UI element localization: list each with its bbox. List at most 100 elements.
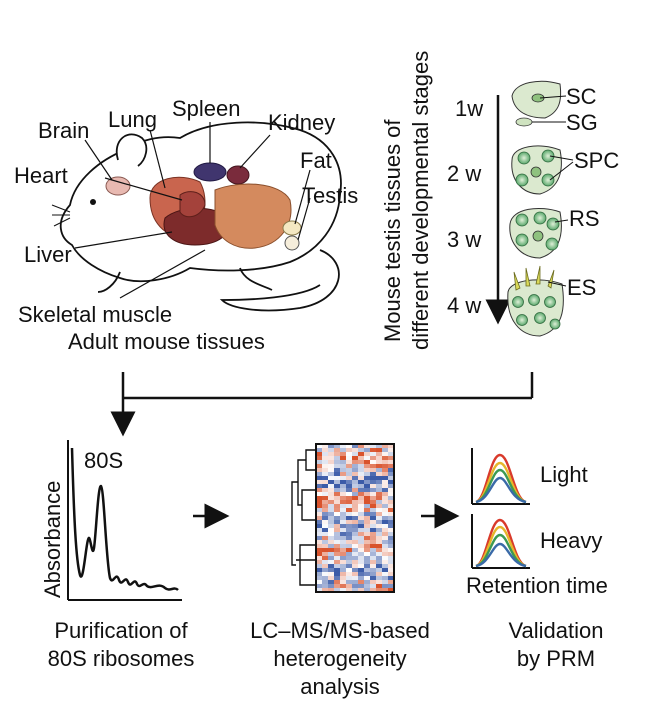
heatmap-cell (364, 512, 371, 517)
heatmap-cell (352, 444, 359, 449)
heatmap-cell (364, 448, 371, 453)
heatmap-cell (358, 472, 365, 477)
testis-panel: Mouse testis tissues of different develo… (380, 51, 619, 350)
heatmap-cell (370, 448, 377, 453)
step1-caption-line2: 80S ribosomes (48, 646, 195, 671)
tissue-3w (509, 207, 569, 259)
heatmap-cell (346, 528, 353, 533)
heatmap-cell (334, 448, 341, 453)
heatmap-cell (322, 516, 329, 521)
heatmap-cell (328, 472, 335, 477)
heatmap-cell (340, 476, 347, 481)
heatmap-cell (352, 524, 359, 529)
heatmap-cell (370, 568, 377, 573)
heatmap-cell (352, 568, 359, 573)
heatmap-cell (322, 568, 329, 573)
heatmap-cell (370, 576, 377, 581)
heatmap-cell (358, 504, 365, 509)
heatmap-cell (358, 456, 365, 461)
heatmap-cell (340, 464, 347, 469)
heatmap-cell (352, 476, 359, 481)
heatmap-cell (334, 496, 341, 501)
heatmap-cell (316, 532, 323, 537)
heatmap-cell (346, 460, 353, 465)
heatmap-cell (340, 500, 347, 505)
stage-label-2w: 2 w (447, 161, 481, 186)
heatmap-cell (328, 564, 335, 569)
label-lung: Lung (108, 107, 157, 132)
heatmap-cell (370, 484, 377, 489)
heatmap-cell (352, 488, 359, 493)
heatmap-cell (388, 476, 395, 481)
heatmap-cell (322, 588, 329, 593)
heatmap-cell (358, 532, 365, 537)
heatmap-cell (388, 456, 395, 461)
heatmap-cell (382, 520, 389, 525)
cell-label-es: ES (567, 275, 596, 300)
heatmap-cell (358, 448, 365, 453)
heatmap-cell (340, 528, 347, 533)
heatmap-cell (346, 496, 353, 501)
heatmap-cell (370, 516, 377, 521)
heatmap-cell (352, 564, 359, 569)
heatmap-cell (364, 492, 371, 497)
step3-caption-line2: by PRM (517, 646, 595, 671)
heatmap-cell (388, 508, 395, 513)
heatmap-cell (340, 580, 347, 585)
heatmap-cell (358, 464, 365, 469)
heatmap-cell (364, 588, 371, 593)
heatmap-cell (382, 512, 389, 517)
heatmap-cell (370, 556, 377, 561)
heatmap-cell (316, 584, 323, 589)
heatmap-cell (322, 584, 329, 589)
heatmap-cell (322, 556, 329, 561)
heatmap-cell (388, 580, 395, 585)
heatmap-cell (370, 488, 377, 493)
heatmap-cell (352, 548, 359, 553)
heatmap-cell (346, 560, 353, 565)
heatmap-cell (364, 504, 371, 509)
heatmap-cell (382, 556, 389, 561)
heatmap-cell (382, 484, 389, 489)
heatmap-cell (328, 488, 335, 493)
stage-label-3w: 3 w (447, 227, 481, 252)
heatmap-cell (352, 480, 359, 485)
brain-organ (105, 176, 131, 196)
step2-caption-line1: LC–MS/MS-based (250, 618, 430, 643)
heatmap-cell (364, 556, 371, 561)
heatmap-cell (322, 448, 329, 453)
heatmap-cell (376, 560, 383, 565)
heatmap-cell (340, 496, 347, 501)
heatmap-cell (358, 468, 365, 473)
heatmap-cell (334, 484, 341, 489)
heatmap-cell (316, 508, 323, 513)
heatmap-cell (322, 460, 329, 465)
heatmap-cell (388, 484, 395, 489)
heatmap-cell (316, 516, 323, 521)
heatmap-cell (388, 548, 395, 553)
cell-label-rs: RS (569, 206, 600, 231)
heatmap (291, 443, 395, 593)
heatmap-cell (322, 508, 329, 513)
heatmap-cell (370, 444, 377, 449)
heatmap-cell (316, 576, 323, 581)
heatmap-cell (334, 464, 341, 469)
heatmap-cell (370, 460, 377, 465)
heatmap-cell (382, 564, 389, 569)
heatmap-cell (346, 548, 353, 553)
heatmap-cell (346, 552, 353, 557)
heatmap-cell (382, 568, 389, 573)
heatmap-cell (364, 584, 371, 589)
heatmap-cell (316, 496, 323, 501)
heatmap-cell (370, 476, 377, 481)
heatmap-cell (346, 520, 353, 525)
heatmap-cell (316, 488, 323, 493)
heatmap-cell (316, 528, 323, 533)
heatmap-cell (322, 492, 329, 497)
heatmap-cell (322, 504, 329, 509)
step-captions: Purification of 80S ribosomes LC–MS/MS-b… (48, 618, 604, 699)
heatmap-cell (382, 460, 389, 465)
heatmap-cell (334, 516, 341, 521)
heatmap-cell (388, 472, 395, 477)
heatmap-cell (316, 556, 323, 561)
